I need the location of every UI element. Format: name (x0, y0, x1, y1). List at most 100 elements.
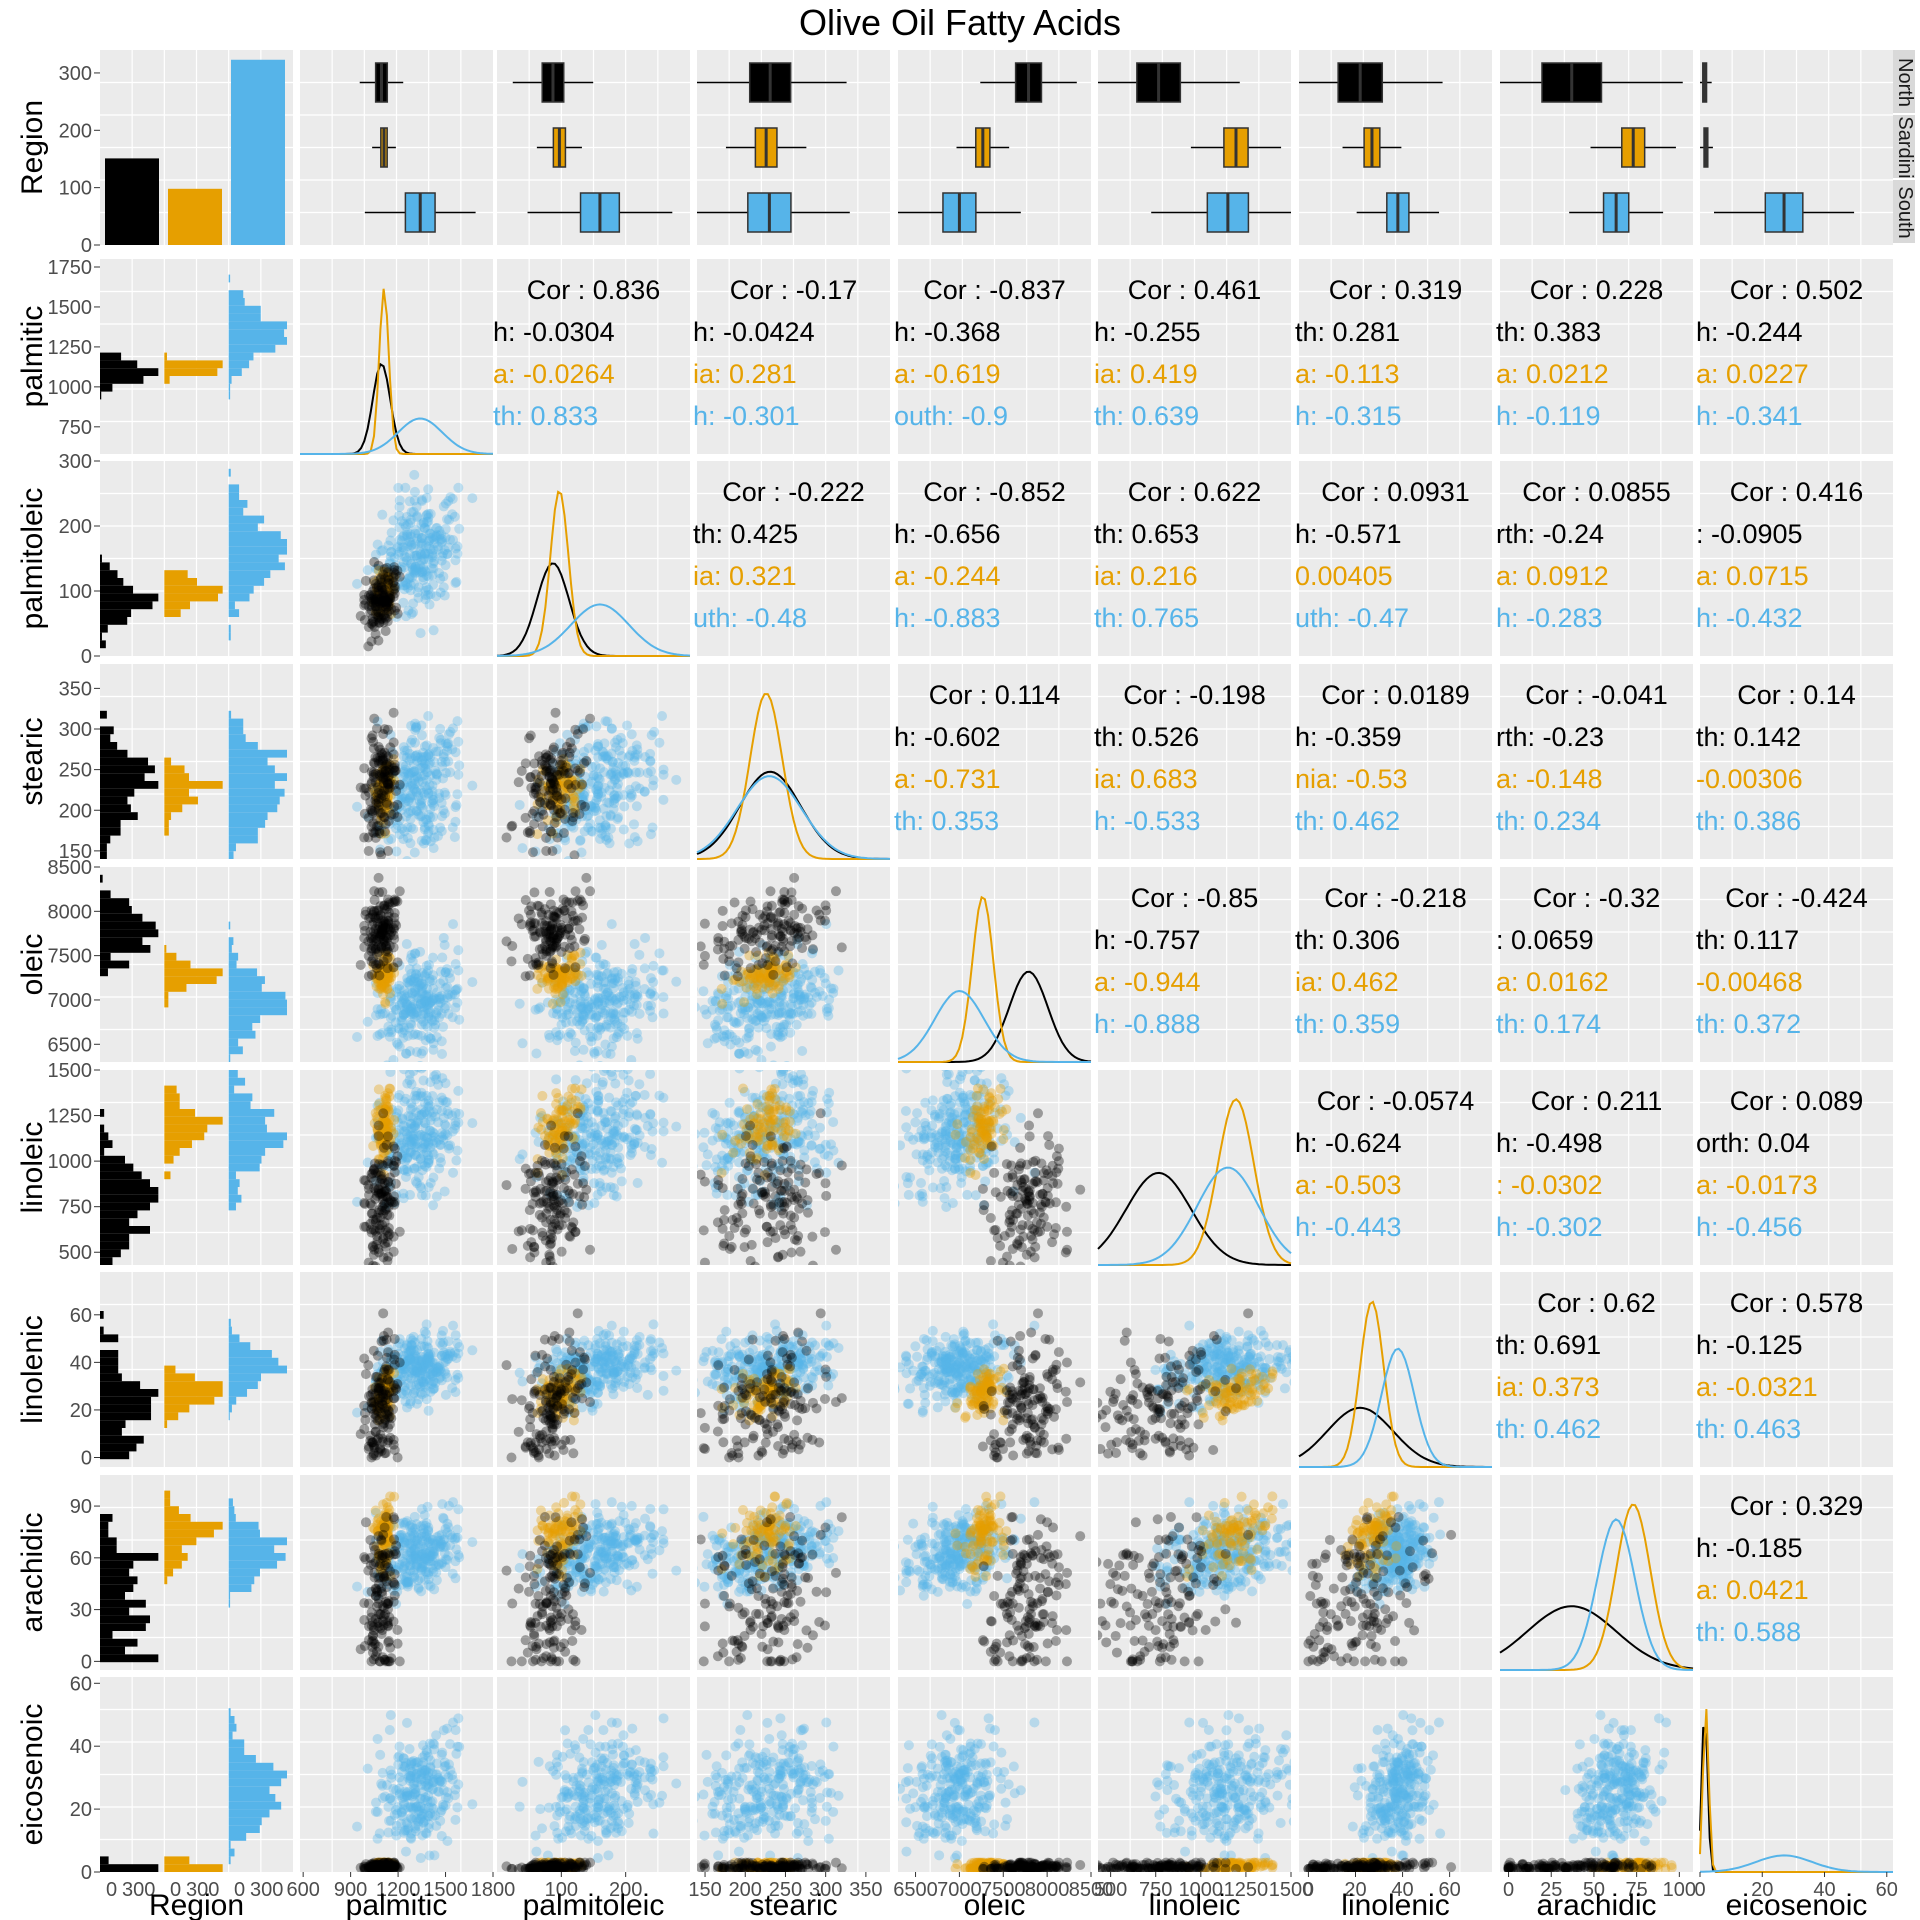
scatter-point (419, 553, 430, 564)
scatter-point (363, 913, 374, 924)
scatter-point (406, 1019, 417, 1030)
scatter-point (609, 995, 620, 1006)
scatter-point (445, 726, 456, 737)
panel-linoleic-stearic (697, 1070, 890, 1265)
scatter-point (352, 1032, 363, 1043)
histogram-bar (228, 1101, 251, 1109)
scatter-point (581, 755, 592, 766)
scatter-point (373, 820, 384, 831)
histogram-bar (164, 1568, 174, 1577)
scatter-point (379, 826, 390, 837)
scatter-point (423, 711, 434, 722)
scatter-point (387, 563, 398, 574)
scatter-point (418, 554, 429, 565)
scatter-point (393, 482, 404, 493)
scatter-point (440, 532, 451, 543)
histogram-bar (228, 1794, 276, 1802)
histogram-bar (164, 796, 198, 805)
scatter-point (632, 1033, 643, 1044)
scatter-point (382, 778, 393, 789)
scatter-point (423, 590, 434, 601)
scatter-point (724, 1029, 735, 1040)
scatter-point (416, 519, 427, 530)
scatter-point (431, 1007, 442, 1018)
scatter-point (423, 541, 434, 552)
scatter-point (467, 493, 478, 504)
scatter-point (774, 907, 785, 918)
scatter-point (524, 733, 535, 744)
scatter-point (833, 965, 844, 976)
scatter-point (373, 741, 384, 752)
scatter-point (400, 611, 411, 622)
scatter-point (377, 597, 388, 608)
scatter-point (639, 1089, 650, 1100)
scatter-point (385, 609, 396, 620)
scatter-point (420, 781, 431, 792)
scatter-point (557, 806, 568, 817)
scatter-point (370, 601, 381, 612)
scatter-point (398, 557, 409, 568)
scatter-point (378, 590, 389, 601)
scatter-point (379, 747, 390, 758)
scatter-point (739, 997, 750, 1008)
histogram-bar (228, 1404, 232, 1413)
scatter-point (416, 533, 427, 544)
panel-eicosenoic-arachidic (1500, 1677, 1693, 1872)
scatter-point (403, 808, 414, 819)
scatter-point (712, 944, 723, 955)
scatter-point (574, 776, 585, 787)
scatter-point (378, 585, 389, 596)
scatter-point (425, 1177, 436, 1188)
scatter-point (601, 811, 612, 822)
scatter-point (541, 765, 552, 776)
scatter-point (428, 1044, 439, 1055)
scatter-point (376, 610, 387, 621)
scatter-point (397, 1015, 408, 1026)
scatter-point (649, 726, 660, 737)
scatter-point (560, 789, 571, 800)
scatter-point (418, 574, 429, 585)
scatter-point (528, 788, 539, 799)
scatter-point (562, 782, 573, 793)
scatter-point (600, 716, 611, 727)
scatter-point (384, 591, 395, 602)
scatter-point (556, 768, 567, 779)
scatter-point (572, 770, 583, 781)
histogram-bar (164, 1381, 223, 1389)
scatter-point (378, 591, 389, 602)
scatter-point (359, 594, 370, 605)
scatter-point (557, 780, 568, 791)
scatter-point (383, 770, 394, 781)
scatter-point (428, 1038, 439, 1049)
scatter-point (369, 577, 380, 588)
scatter-point (613, 757, 624, 768)
scatter-point (572, 784, 583, 795)
histogram-bar (228, 1762, 274, 1771)
histogram-bar (228, 1140, 284, 1148)
scatter-point (551, 779, 562, 790)
histogram-bar (100, 1404, 152, 1413)
scatter-point (419, 523, 430, 534)
scatter-point (394, 886, 405, 897)
scatter-point (377, 776, 388, 787)
histogram-bar (100, 1443, 137, 1452)
scatter-point (367, 613, 378, 624)
histogram-bar (164, 360, 223, 369)
histogram-bar (228, 1187, 238, 1195)
scatter-point (377, 589, 388, 600)
scatter-point (399, 990, 410, 1001)
scatter-point (418, 517, 429, 528)
scatter-point (550, 771, 561, 782)
scatter-point (559, 780, 570, 791)
scatter-point (416, 730, 427, 741)
histogram-bar (164, 765, 185, 774)
scatter-point (817, 990, 828, 1001)
scatter-point (383, 770, 394, 781)
scatter-point (602, 716, 613, 727)
scatter-point (420, 763, 431, 774)
scatter-point (578, 746, 589, 757)
scatter-point (564, 751, 575, 762)
scatter-point (588, 770, 599, 781)
scatter-point (403, 977, 414, 988)
scatter-point (453, 965, 464, 976)
